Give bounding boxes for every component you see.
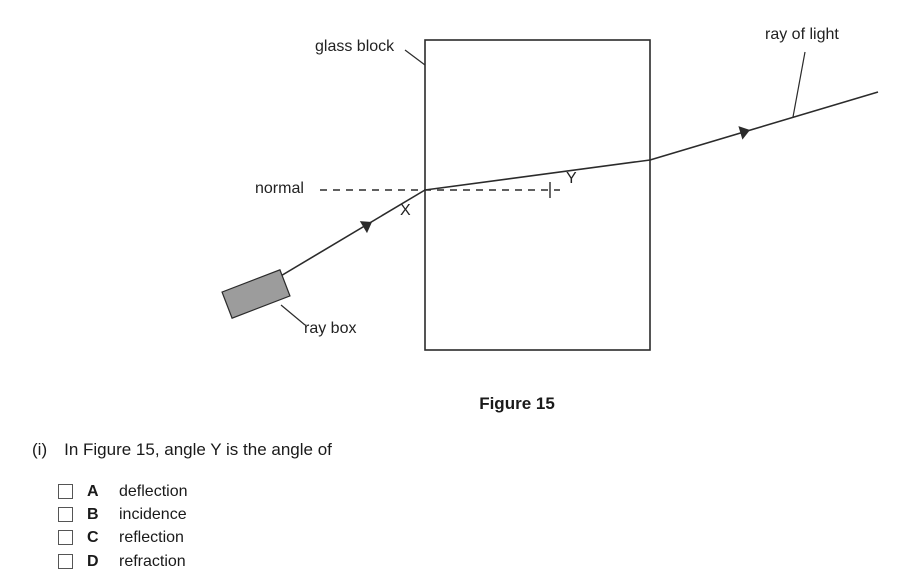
label-x: X <box>400 202 411 220</box>
option-c[interactable]: Creflection <box>58 526 884 549</box>
label-y: Y <box>566 170 577 188</box>
checkbox-icon[interactable] <box>58 554 73 569</box>
label-glass-block: glass block <box>315 38 394 56</box>
figure-caption: Figure 15 <box>30 394 884 414</box>
label-ray-of-light: ray of light <box>765 26 839 44</box>
option-letter: A <box>87 480 105 503</box>
figure-diagram: glass block normal ray box ray of light … <box>30 10 884 390</box>
option-text: deflection <box>119 480 188 503</box>
label-ray-box: ray box <box>304 320 356 338</box>
option-d[interactable]: Drefraction <box>58 550 884 573</box>
checkbox-icon[interactable] <box>58 507 73 522</box>
question-text: (i) In Figure 15, angle Y is the angle o… <box>32 440 884 460</box>
option-text: incidence <box>119 503 187 526</box>
option-letter: D <box>87 550 105 573</box>
option-text: refraction <box>119 550 186 573</box>
option-letter: C <box>87 526 105 549</box>
page: glass block normal ray box ray of light … <box>0 0 914 582</box>
option-letter: B <box>87 503 105 526</box>
checkbox-icon[interactable] <box>58 530 73 545</box>
label-normal: normal <box>255 180 304 198</box>
options-list: AdeflectionBincidenceCreflectionDrefract… <box>58 480 884 573</box>
option-b[interactable]: Bincidence <box>58 503 884 526</box>
option-a[interactable]: Adeflection <box>58 480 884 503</box>
diagram-svg <box>30 10 884 380</box>
option-text: reflection <box>119 526 184 549</box>
checkbox-icon[interactable] <box>58 484 73 499</box>
